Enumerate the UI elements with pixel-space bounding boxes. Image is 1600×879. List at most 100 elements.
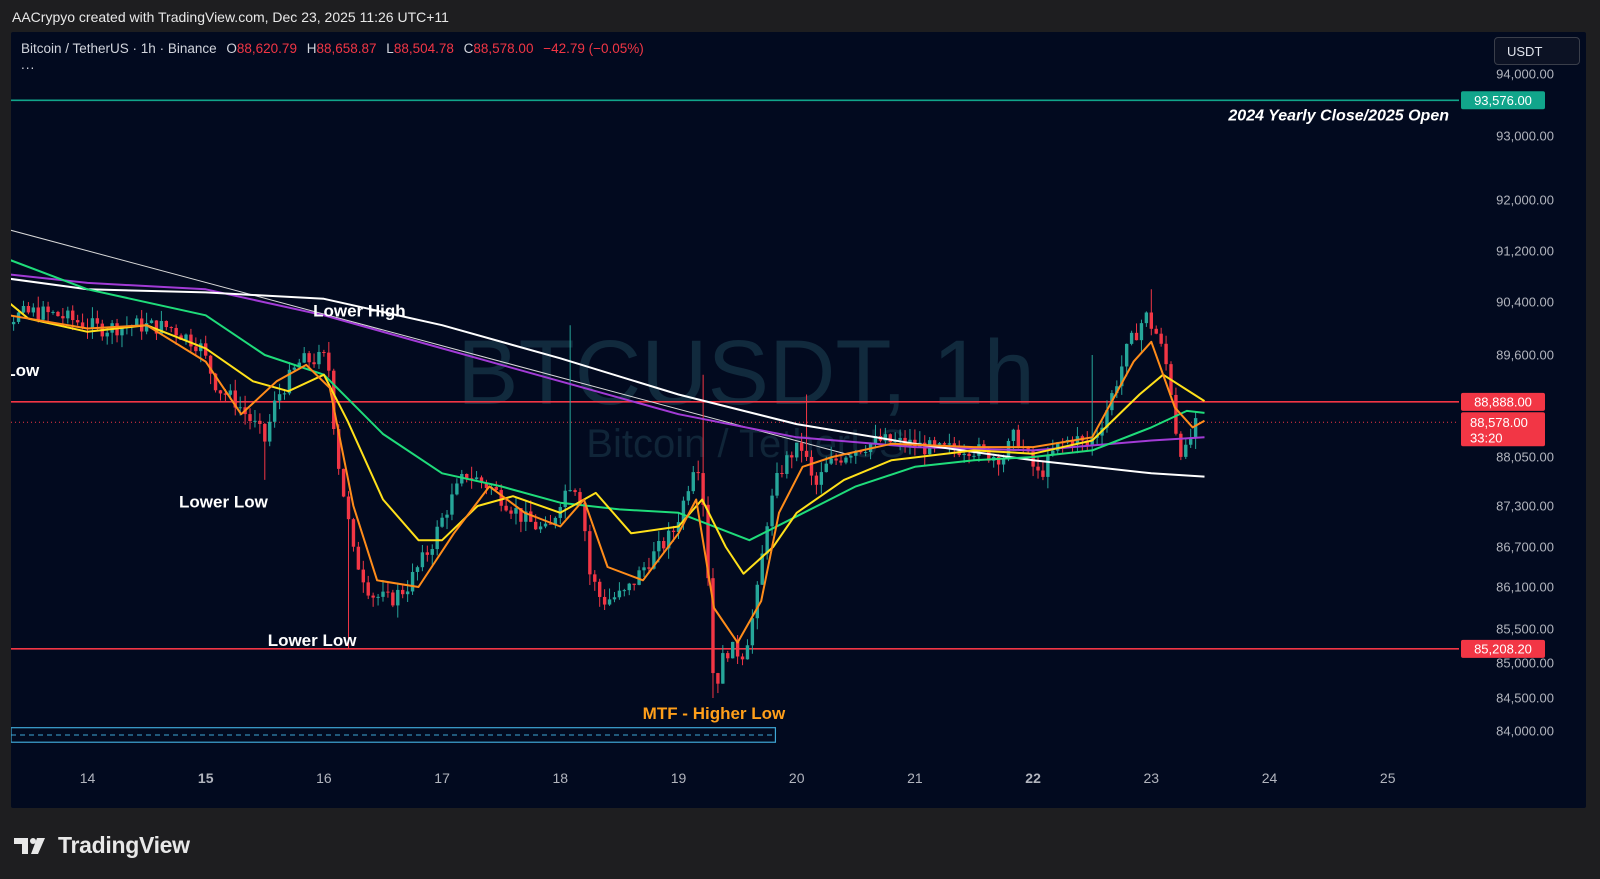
tradingview-logo[interactable]: TradingView	[14, 832, 190, 859]
candle-body	[568, 490, 572, 492]
candle-body	[391, 592, 395, 606]
time-tick-label: 21	[907, 770, 923, 786]
candle-body	[691, 472, 695, 492]
candle-body	[445, 514, 449, 518]
price-tick-label: 93,000.00	[1496, 129, 1554, 144]
candle-body	[80, 322, 85, 328]
candle-body	[795, 442, 799, 458]
chart-caption: AACrypyo created with TradingView.com, D…	[12, 9, 449, 25]
price-tick-label: 88,050.00	[1496, 450, 1554, 465]
open-label: O	[226, 41, 237, 56]
candle-body	[450, 494, 454, 515]
candle-body	[1174, 394, 1178, 434]
annotation-label: Lower High	[313, 302, 406, 321]
moving-average-1	[11, 277, 1205, 478]
price-tick-label: 86,100.00	[1496, 580, 1554, 595]
candle-body	[598, 581, 602, 597]
candle-body	[1120, 366, 1124, 387]
candle-body	[1129, 332, 1134, 344]
candle-body	[627, 583, 631, 591]
candle-body	[548, 523, 553, 525]
candle-body	[410, 571, 415, 592]
candle-body	[775, 473, 779, 496]
candle-body	[553, 517, 558, 525]
candle-body	[194, 346, 198, 352]
more-indicators-icon[interactable]: ...	[21, 57, 36, 72]
candle-body	[942, 443, 947, 445]
candle-body	[401, 589, 405, 595]
candle-body	[602, 596, 607, 605]
candle-body	[504, 505, 508, 511]
high-label: H	[306, 41, 317, 56]
high-value: 88,658.87	[316, 41, 377, 56]
candle-body	[873, 436, 878, 444]
candle-body	[923, 442, 927, 455]
currency-button[interactable]: USDT	[1494, 37, 1580, 65]
time-tick-label: 22	[1025, 770, 1041, 786]
candle-body	[1124, 343, 1129, 367]
price-tick-label: 86,700.00	[1496, 540, 1554, 555]
time-tick-label: 16	[316, 770, 332, 786]
candle-body	[465, 473, 469, 479]
candle-body	[967, 453, 971, 456]
candle-body	[785, 455, 789, 474]
level-price-tag-label: 88,888.00	[1474, 394, 1532, 409]
close-value: 88,578.00	[473, 41, 534, 56]
candle-body	[474, 477, 479, 480]
last-price-tag	[1461, 412, 1545, 447]
time-tick-label: 17	[434, 770, 450, 786]
candle-body	[415, 567, 420, 572]
candle-body	[327, 352, 331, 371]
level-price-tag	[1461, 392, 1545, 411]
candle-body	[258, 420, 262, 424]
candle-body	[937, 443, 942, 445]
candle-body	[834, 458, 838, 461]
candle-body	[1193, 418, 1198, 438]
candle-body	[455, 483, 459, 495]
candle-body	[1159, 333, 1163, 344]
candle-body	[622, 590, 627, 592]
candle-body	[21, 306, 26, 313]
candle-body	[1090, 437, 1094, 446]
candle-body	[336, 429, 341, 469]
candle-body	[760, 553, 764, 585]
candle-body	[317, 351, 321, 365]
candle-body	[538, 526, 543, 530]
candle-body	[1001, 459, 1006, 465]
candle-body	[272, 400, 277, 422]
candle-body	[174, 327, 178, 336]
candle-body	[1149, 312, 1153, 329]
candle-body	[898, 437, 902, 440]
candle-body	[1051, 450, 1055, 455]
candle-body	[381, 591, 385, 597]
candle-body	[529, 511, 533, 522]
candle-body	[819, 472, 824, 485]
candle-body	[770, 495, 774, 527]
candle-body	[1134, 332, 1139, 341]
candle-body	[208, 355, 213, 374]
candle-body	[469, 478, 474, 480]
candle-body	[721, 653, 725, 684]
candle-body	[681, 500, 686, 523]
candle-body	[809, 456, 814, 476]
price-tick-label: 85,500.00	[1496, 622, 1554, 637]
candle-body	[647, 567, 651, 569]
candle-body	[351, 519, 356, 547]
candle-body	[479, 477, 484, 483]
candle-body	[849, 455, 853, 458]
candle-body	[282, 393, 287, 395]
candle-body	[396, 589, 400, 606]
symbol-name[interactable]: Bitcoin / TetherUS · 1h · Binance	[21, 41, 217, 56]
moving-average-4	[11, 314, 1205, 644]
candle-body	[844, 457, 848, 463]
candle-body	[888, 434, 892, 443]
candle-body	[765, 526, 769, 554]
candle-body	[26, 306, 31, 313]
annotation-label: Lower Low	[179, 492, 269, 511]
candle-body	[588, 531, 592, 575]
price-tick-label: 94,000.00	[1496, 67, 1554, 82]
candle-body	[730, 641, 735, 659]
low-label: L	[386, 41, 394, 56]
